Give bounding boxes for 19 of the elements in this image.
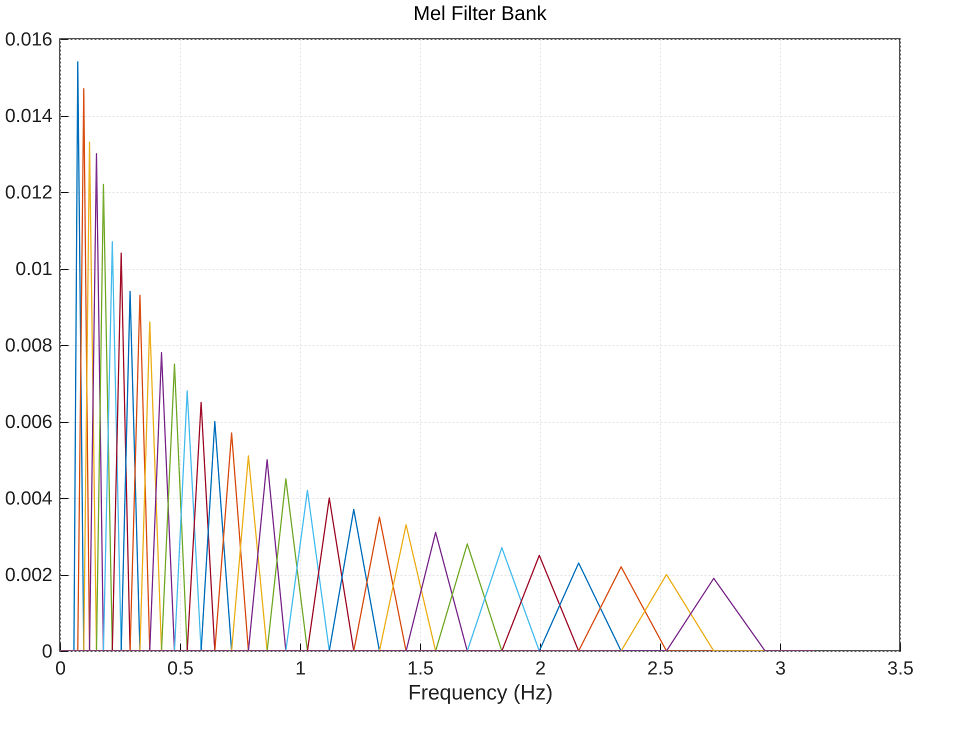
y-tick-label: 0.002 bbox=[4, 565, 52, 586]
y-tick-label: 0.006 bbox=[4, 412, 52, 433]
y-tick-label: 0.004 bbox=[4, 488, 53, 510]
x-tick-label: 3 bbox=[775, 658, 786, 680]
x-axis-title: Frequency (Hz) bbox=[408, 682, 553, 704]
x-tick-label: 3.5 bbox=[887, 658, 914, 680]
y-tick-label: 0.016 bbox=[4, 30, 52, 50]
y-tick-label: 0.008 bbox=[4, 336, 52, 356]
y-tick-label: 0.01 bbox=[16, 259, 52, 280]
x-tick-label: 1 bbox=[295, 658, 306, 680]
x-tick-label: 2.5 bbox=[647, 658, 674, 680]
y-tick-label: 0 bbox=[42, 642, 52, 662]
y-tick-label: 0.012 bbox=[4, 182, 52, 204]
x-tick-label: 0.5 bbox=[167, 658, 194, 680]
x-tick-label: 0 bbox=[55, 658, 66, 680]
chart-title: Mel Filter Bank bbox=[413, 3, 548, 25]
y-tick-label: 0.014 bbox=[4, 106, 53, 127]
x-tick-label: 2 bbox=[535, 658, 546, 680]
x-tick-label: 1.5 bbox=[407, 658, 434, 680]
